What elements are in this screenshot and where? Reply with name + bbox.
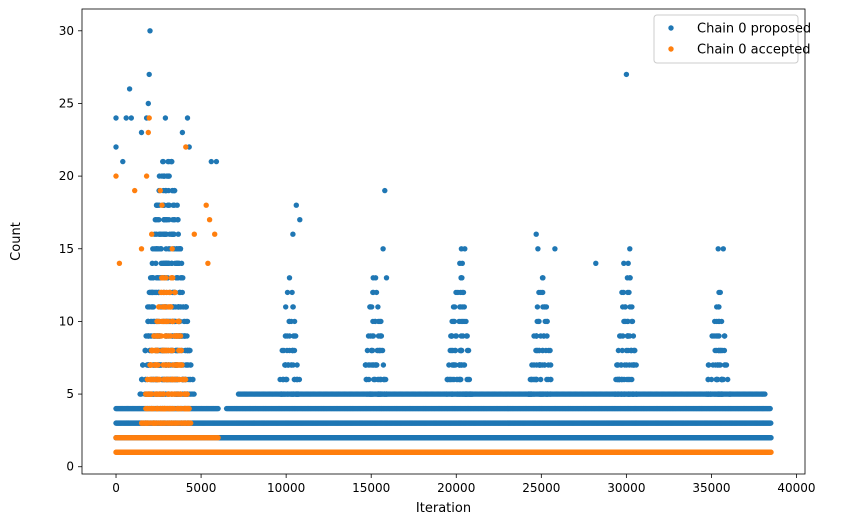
proposed-point [156,246,162,252]
proposed-point [162,260,168,266]
proposed-point [282,362,288,368]
proposed-point [153,289,159,296]
proposed-point [174,202,180,208]
proposed-point [366,376,372,383]
proposed-point [290,333,297,339]
proposed-point [279,347,285,354]
proposed-point [160,158,166,165]
proposed-point [768,420,774,426]
proposed-point [150,246,156,252]
proposed-point [158,231,164,237]
proposed-point [377,376,384,383]
proposed-point [166,158,172,165]
proposed-point [370,391,376,397]
proposed-point [177,246,183,252]
proposed-point [166,202,172,208]
proposed-point [137,391,143,397]
proposed-point [145,333,151,339]
proposed-point [174,217,181,223]
proposed-point [188,362,194,368]
proposed-point [290,347,296,354]
proposed-point [180,275,186,281]
proposed-point [768,435,774,441]
proposed-point [290,304,296,310]
proposed-point [282,391,288,397]
proposed-point [215,405,221,412]
proposed-point [138,376,145,383]
proposed-point [184,318,190,325]
proposed-point [150,275,156,281]
proposed-point [142,347,148,354]
proposed-point [190,376,196,383]
proposed-point [179,289,185,296]
proposed-point [375,391,381,397]
proposed-point [174,260,180,266]
proposed-point [291,318,298,325]
proposed-point [289,289,295,296]
proposed-point [187,347,193,354]
marks-layer [113,28,774,455]
proposed-point [146,304,153,310]
proposed-point [294,362,300,368]
proposed-point [282,333,289,339]
proposed-point [290,391,296,397]
proposed-point [161,173,167,179]
proposed-point [284,376,290,383]
proposed-point [163,217,169,223]
proposed-point [284,289,291,296]
proposed-point [145,318,151,325]
proposed-point [183,304,189,310]
proposed-point [153,260,159,266]
proposed-point [286,318,292,325]
proposed-point [155,217,161,223]
proposed-point [172,187,178,194]
proposed-point [175,304,181,310]
proposed-point [767,405,773,412]
proposed-point [381,391,388,397]
proposed-point [156,173,163,179]
proposed-point [163,246,169,252]
proposed-point [295,391,302,397]
proposed-point [283,304,289,310]
proposed-point [162,231,169,237]
proposed-point [294,376,301,383]
proposed-point [762,391,768,397]
